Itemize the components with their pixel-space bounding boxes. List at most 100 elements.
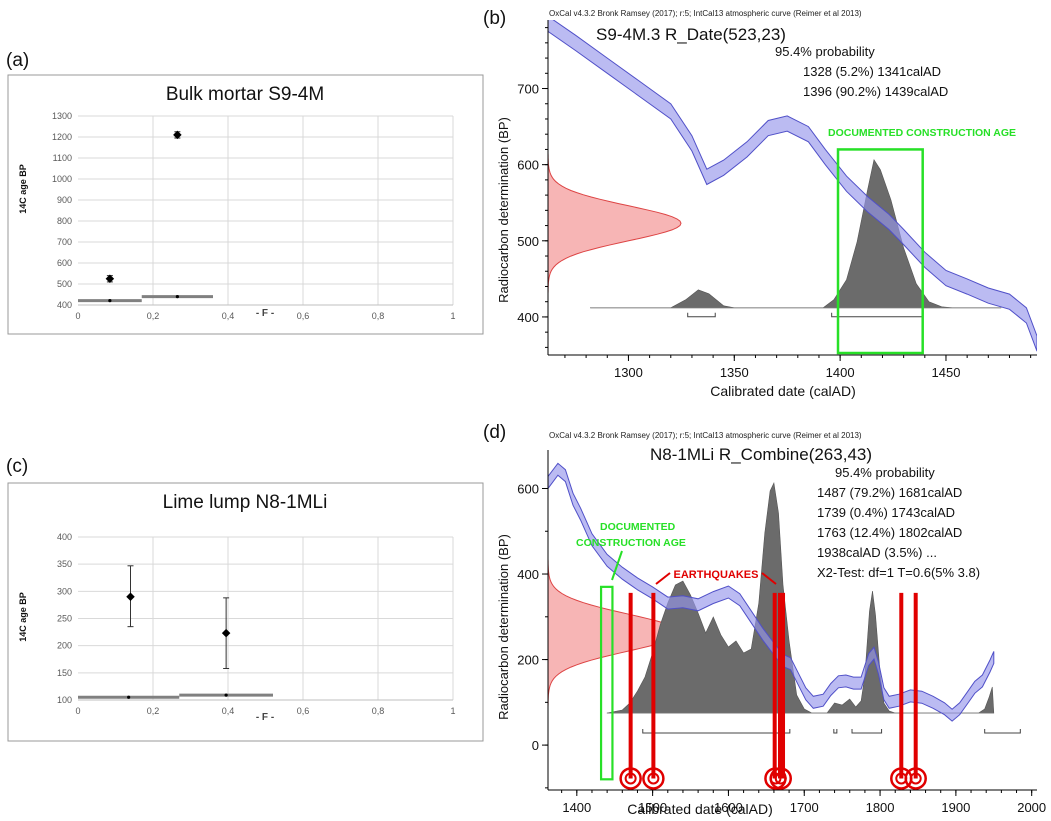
- documented-construction-age-label-line-1: DOCUMENTED: [600, 521, 676, 533]
- posterior-distribution: [590, 159, 1002, 309]
- x-tick-label-1300: 1300: [614, 365, 643, 380]
- x-tick-label-1450: 1450: [932, 365, 961, 380]
- panel-b-header: OxCal v4.3.2 Bronk Ramsey (2017); r:5; I…: [549, 9, 862, 18]
- panel-letter-c: (c): [6, 456, 28, 477]
- x-tick-label-2: 0,4: [222, 706, 235, 716]
- x-tick-label-2000: 2000: [1017, 800, 1046, 815]
- earthquake-marker-outer-1: [642, 767, 665, 790]
- range-bracket-1: [831, 312, 924, 318]
- y-tick-label-1100: 1100: [53, 153, 72, 163]
- plot-area: [548, 462, 1021, 734]
- y-tick-label-350: 350: [57, 559, 72, 569]
- x-tick-label-1600: 1600: [714, 800, 743, 815]
- data-point-1: [173, 130, 182, 140]
- panel-d-ylabel: Radiocarbon determination (BP): [496, 534, 511, 720]
- y-tick-label-150: 150: [57, 668, 72, 678]
- panel-a-frame: [7, 74, 484, 335]
- x-tick-label-4: 0,8: [372, 706, 385, 716]
- y-tick-label-1200: 1200: [52, 132, 72, 142]
- x-tick-label-2: 0,4: [222, 311, 235, 321]
- fraction-bar-midpoint-0: [108, 298, 112, 303]
- panel-c-xlabel: - F -: [256, 712, 274, 723]
- earthquake-marker-outer-0: [619, 767, 642, 790]
- panel-c-frame: [7, 482, 484, 742]
- panel-c: (c) Lime lump N8-1MLi 14C age BP - F - 1…: [6, 456, 484, 742]
- panel-letter-d: (d): [483, 422, 506, 443]
- annotation-line-5: X2-Test: df=1 T=0.6(5% 3.8): [817, 565, 980, 580]
- fraction-bar-midpoint-0: [127, 695, 131, 699]
- panel-c-marks: [78, 565, 273, 699]
- calibration-curve-band: [548, 462, 995, 722]
- y-tick-label-1000: 1000: [52, 174, 72, 184]
- x-tick-label-1500: 1500: [638, 800, 667, 815]
- x-tick-label-1900: 1900: [941, 800, 970, 815]
- panel-a-grid: 400 500 600 700 800 900 1000 1100 1200 1300 0 0,2 0,…: [52, 111, 456, 321]
- y-tick-label-300: 300: [57, 586, 72, 596]
- x-tick-label-1: 0,2: [147, 311, 160, 321]
- annotation-line-2: 1739 (0.4%) 1743calAD: [817, 505, 955, 520]
- y-tick-label-200: 200: [57, 641, 72, 651]
- fraction-bar-midpoint-1: [175, 295, 179, 299]
- panel-a-title: Bulk mortar S9-4M: [166, 84, 324, 105]
- x-tick-label-0: 0: [75, 311, 80, 321]
- panel-b-xlabel: Calibrated date (calAD): [710, 383, 856, 399]
- panel-b-plot: 1300 1350 1400 1450 400 500 600 700 DOCUMENTED C…: [517, 20, 1037, 380]
- panel-d-plot: 1400 1500 1600 1700 1800 1900 2000 0 200 400 600 DO…: [517, 450, 1046, 815]
- y-tick-label-400: 400: [517, 567, 539, 582]
- y-tick-label-800: 800: [57, 216, 72, 226]
- earthquake-marker-inner-1: [647, 772, 660, 785]
- panel-d: (d) OxCal v4.3.2 Bronk Ramsey (2017); r:…: [483, 422, 1046, 817]
- panel-a-ylabel: 14C age BP: [18, 164, 28, 214]
- x-tick-label-4: 0,8: [372, 311, 385, 321]
- panel-b-ylabel: Radiocarbon determination (BP): [496, 117, 511, 303]
- panel-d-annotations: 95.4% probability 1487 (79.2%) 1681calAD 1…: [817, 465, 980, 580]
- annotation-line-2: 1396 (90.2%) 1439calAD: [803, 84, 948, 99]
- annotation-line-0: 95.4% probability: [775, 44, 875, 59]
- y-tick-label-500: 500: [57, 279, 72, 289]
- earthquakes-pointer-right: [761, 572, 777, 585]
- x-tick-label-1350: 1350: [720, 365, 749, 380]
- annotation-line-1: 1487 (79.2%) 1681calAD: [817, 485, 962, 500]
- earthquake-marker-inner-0: [624, 772, 637, 785]
- panel-letter-a: (a): [6, 50, 29, 71]
- panel-d-title: N8-1MLi R_Combine(263,43): [650, 445, 872, 464]
- y-tick-label-900: 900: [57, 195, 72, 205]
- earthquake-marker-outer-3: [769, 767, 792, 790]
- calibration-curve-band: [548, 20, 1037, 352]
- x-tick-label-0: 0: [75, 706, 80, 716]
- y-tick-label-250: 250: [57, 614, 72, 624]
- annotation-line-4: 1938calAD (3.5%) ...: [817, 545, 937, 560]
- panel-b-annotations: 95.4% probability 1328 (5.2%) 1341calAD 13…: [775, 44, 948, 99]
- panel-a-marks: [78, 130, 213, 303]
- range-bracket-0: [642, 729, 791, 734]
- x-tick-label-3: 0,6: [297, 311, 310, 321]
- range-bracket-0: [687, 312, 716, 318]
- y-tick-label-600: 600: [517, 481, 539, 496]
- y-tick-label-400: 400: [57, 532, 72, 542]
- documented-construction-age-box: [836, 148, 924, 355]
- documented-construction-age-label-line-2: CONSTRUCTION AGE: [576, 537, 686, 549]
- y-tick-label-0: 0: [532, 738, 539, 753]
- panel-b-title: S9-4M.3 R_Date(523,23): [596, 25, 786, 44]
- earthquake-marker-inner-5: [909, 772, 922, 785]
- x-tick-label-5: 1: [450, 311, 455, 321]
- plot-area: [548, 20, 1037, 352]
- annotation-line-3: 1763 (12.4%) 1802calAD: [817, 525, 962, 540]
- fraction-bar-midpoint-1: [224, 693, 228, 697]
- panel-d-xlabel: Calibrated date (calAD): [627, 801, 773, 817]
- x-tick-label-1400: 1400: [826, 365, 855, 380]
- range-bracket-2: [851, 729, 883, 734]
- panel-c-ylabel: 14C age BP: [18, 592, 28, 642]
- measurement-distribution: [548, 153, 682, 294]
- earthquakes-label: EARTHQUAKES: [674, 569, 759, 581]
- y-tick-label-700: 700: [57, 237, 72, 247]
- panel-b: (b) OxCal v4.3.2 Bronk Ramsey (2017); r:…: [483, 8, 1037, 399]
- x-tick-label-3: 0,6: [297, 706, 310, 716]
- documented-construction-age-label: DOCUMENTED CONSTRUCTION AGE: [828, 127, 1016, 139]
- y-tick-label-700: 700: [517, 82, 539, 97]
- y-tick-label-500: 500: [517, 234, 539, 249]
- annotation-line-0: 95.4% probability: [835, 465, 935, 480]
- x-tick-label-5: 1: [450, 706, 455, 716]
- panel-c-grid: 100 150 200 250 300 350 400 0 0,2 0,4 0,6 0,8 1: [57, 532, 456, 716]
